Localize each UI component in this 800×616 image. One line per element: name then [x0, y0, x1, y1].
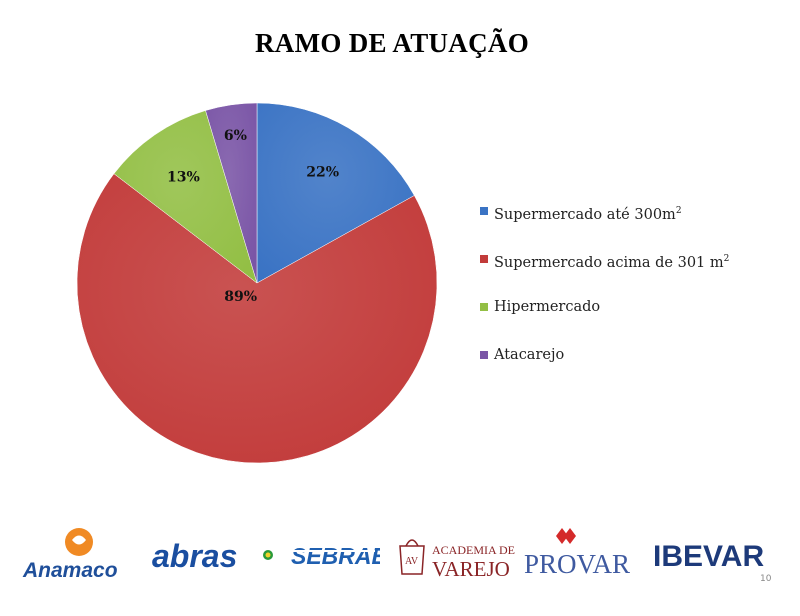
ibevar-logo: IBEVAR [652, 530, 776, 575]
ibevar-wordmark: IBEVAR [653, 540, 764, 573]
abras-logo: abras [150, 530, 278, 575]
abras-mark: abras [152, 538, 273, 574]
legend-swatch [480, 351, 488, 359]
footer-logos: Anamaco abras SEBRAE [0, 500, 800, 616]
legend-label: Hipermercado [494, 299, 601, 315]
legend-item-hipermercado: Hipermercado [480, 296, 790, 318]
academia-line1: ACADEMIA DE [432, 543, 515, 557]
provar-wordmark: PROVAR [524, 549, 630, 579]
data-label: 6% [224, 128, 247, 144]
provar-mark: PROVAR [524, 528, 630, 579]
slide-title: RAMO DE ATUAÇÃO [255, 28, 529, 58]
sebrae-wordmark: SEBRAE [291, 543, 380, 569]
legend-item-supermercado-acima-301: Supermercado acima de 301 m2 [480, 248, 790, 271]
academia-de-varejo-logo: AV ACADEMIA DE VAREJO [396, 526, 518, 582]
sebrae-logo: SEBRAE [290, 534, 388, 574]
academia-line2: VAREJO [432, 557, 510, 581]
data-label: 13% [167, 169, 200, 185]
legend-label: Supermercado até 300m [494, 207, 676, 223]
ibevar-mark: IBEVAR [653, 540, 764, 573]
svg-text:AV: AV [405, 556, 419, 567]
legend-item-supermercado-ate-300: Supermercado até 300m2 [480, 200, 790, 223]
legend-label: Supermercado acima de 301 m [494, 255, 724, 271]
shopping-bag-icon: AV [399, 539, 425, 575]
slice-supermercado-ate-300 [256, 102, 415, 284]
legend-superscript: 2 [675, 206, 682, 216]
academia-de-varejo-mark: AV ACADEMIA DE VAREJO [399, 539, 515, 581]
pie-chart: 22% 89% 13% 6% [76, 102, 438, 464]
slice-hipermercado [113, 110, 258, 284]
chart-legend: Supermercado até 300m2 Supermercado acim… [480, 200, 790, 392]
legend-superscript: 2 [723, 254, 730, 264]
legend-swatch [480, 255, 488, 263]
provar-logo: PROVAR [522, 522, 644, 582]
abras-wordmark: abras [152, 538, 237, 574]
anamaco-logo: Anamaco [22, 522, 137, 582]
data-label: 22% [306, 164, 339, 180]
provar-diamonds-icon [556, 528, 576, 544]
legend-swatch [480, 303, 488, 311]
slice-supermercado-acima-301 [76, 173, 438, 464]
legend-item-atacarejo: Atacarejo [480, 344, 790, 366]
anamaco-wordmark: Anamaco [22, 559, 118, 582]
sebrae-mark: SEBRAE [291, 543, 388, 569]
page-number: 10 [760, 574, 772, 584]
slice-atacarejo [205, 102, 258, 284]
data-label: 89% [224, 289, 257, 305]
legend-swatch [480, 207, 488, 215]
brazil-flag-icon [263, 550, 273, 560]
anamaco-mark-icon: Anamaco [22, 528, 118, 582]
legend-label: Atacarejo [494, 347, 565, 363]
